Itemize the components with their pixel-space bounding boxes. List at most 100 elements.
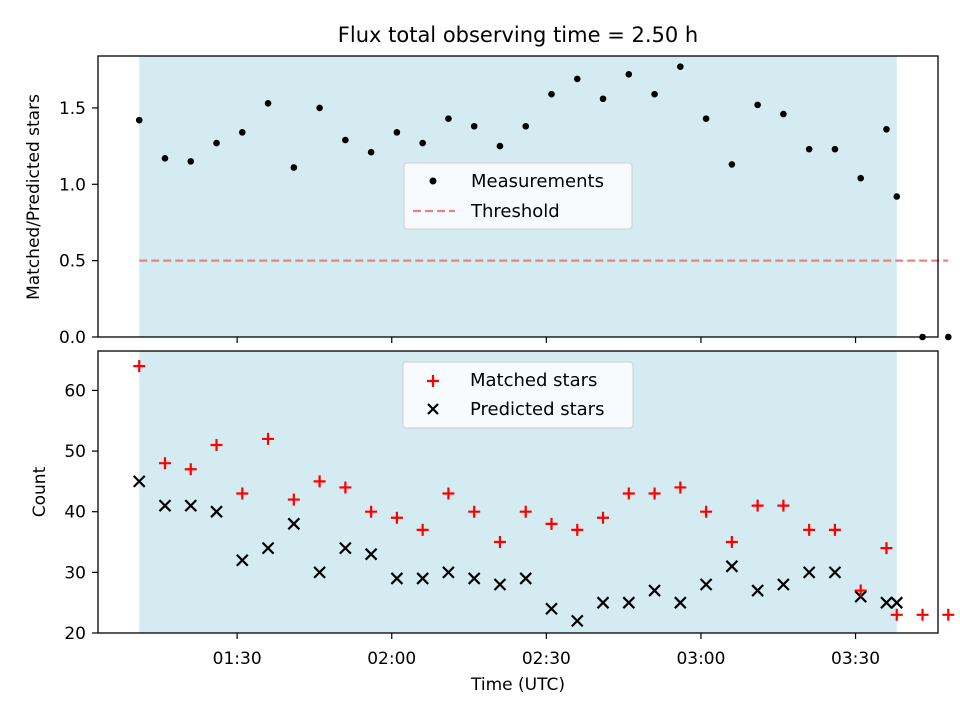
predicted-point (493, 578, 507, 591)
predicted-point (390, 572, 404, 585)
count-ytick-label: 30 (64, 563, 86, 583)
measurement-point (754, 101, 761, 109)
measurement-point (573, 75, 581, 83)
count-y-axis-label: Count (30, 466, 50, 517)
legend-predicted-label: Predicted stars (470, 399, 604, 420)
predicted-point (132, 475, 146, 488)
measurement-point (264, 100, 272, 107)
predicted-point (674, 596, 687, 609)
measurement-point (496, 142, 504, 150)
predicted-point (416, 572, 429, 585)
matched-point (545, 517, 558, 530)
legend-measurements-marker (429, 177, 437, 185)
legend-matched-label: Matched stars (470, 370, 597, 391)
count-panel: 20 30 40 50 60 01:30 02:00 02:30 03:00 03:30 Cou… (30, 350, 955, 695)
matched-point (262, 432, 275, 445)
matched-point (287, 493, 300, 506)
predicted-point (339, 541, 352, 555)
measurement-point (238, 129, 246, 136)
predicted-point (648, 584, 661, 597)
ratio-ytick-label: 0.0 (59, 328, 86, 348)
ratio-marks (135, 63, 952, 341)
predicted-point (236, 553, 249, 567)
measurement-point (805, 145, 813, 153)
matched-point (777, 499, 790, 512)
matched-point (751, 499, 764, 512)
matched-point (313, 475, 326, 488)
predicted-point (890, 596, 904, 609)
measurement-point (548, 90, 555, 98)
count-xtick-label: 02:30 (522, 649, 571, 669)
matched-point (339, 481, 352, 494)
predicted-point (777, 578, 790, 591)
measurement-point (651, 90, 658, 98)
count-ytick-label: 60 (64, 381, 86, 401)
ratio-legend: Measurements Threshold (403, 162, 633, 230)
predicted-point (802, 566, 816, 579)
predicted-point (287, 517, 301, 531)
count-ytick-label: 50 (64, 442, 86, 462)
legend-matched-marker (427, 375, 439, 387)
predicted-point (313, 566, 326, 579)
measurement-point (419, 139, 426, 147)
count-axes-frame (97, 350, 939, 634)
measurement-point (213, 139, 220, 147)
predicted-point (699, 578, 713, 591)
matched-point (468, 505, 481, 518)
predicted-point (751, 584, 764, 597)
measurement-point (290, 164, 298, 171)
matched-point (803, 523, 816, 536)
ratio-ytick-label: 1.5 (59, 99, 86, 119)
ratio-ytick-label: 1.0 (59, 175, 86, 195)
matched-point (828, 523, 841, 536)
predicted-point (210, 505, 223, 518)
ratio-panel: 0.0 0.5 1.0 1.5 Matched/Predicted stars Mea… (24, 55, 952, 348)
x-axis-label: Time (UTC) (470, 675, 565, 695)
count-ytick-label: 20 (64, 624, 86, 644)
legend-measurements-label: Measurements (471, 171, 604, 192)
measurement-point (945, 333, 952, 341)
ratio-y-axis-label: Matched/Predicted stars (24, 94, 44, 300)
measurement-point (470, 122, 478, 130)
matched-point (184, 463, 197, 476)
measurement-point (625, 71, 633, 78)
ratio-legend-box (403, 162, 633, 230)
legend-predicted-marker (427, 403, 439, 415)
measurement-point (393, 129, 401, 136)
measurement-point (522, 122, 530, 130)
count-y-ticks: 20 30 40 50 60 (64, 381, 98, 644)
ratio-ytick-label: 0.5 (59, 252, 86, 272)
matched-point (622, 487, 635, 500)
count-legend-box (402, 361, 634, 429)
count-ytick-label: 40 (64, 503, 86, 523)
measurement-point (367, 148, 375, 156)
matched-point (416, 523, 429, 536)
ratio-axes-frame (97, 55, 939, 338)
measurement-point (135, 116, 143, 124)
measurement-point (780, 110, 787, 118)
count-xtick-label: 02:00 (367, 649, 416, 669)
measurement-point (187, 158, 195, 165)
matched-point (571, 523, 584, 536)
matched-point (365, 505, 378, 518)
count-xtick-label: 03:30 (831, 649, 880, 669)
chart-title: Flux total observing time = 2.50 h (338, 23, 698, 47)
legend-threshold-label: Threshold (470, 201, 560, 222)
measurement-point (728, 161, 736, 168)
matched-point (597, 511, 610, 524)
predicted-point (467, 572, 481, 585)
matched-point (442, 487, 455, 500)
predicted-point (880, 596, 893, 609)
measurement-point (883, 126, 890, 133)
predicted-point (261, 541, 275, 555)
measurement-point (857, 174, 864, 182)
predicted-point (545, 602, 558, 616)
predicted-point (442, 566, 455, 579)
measurement-point (893, 193, 901, 200)
predicted-point (622, 596, 636, 609)
matched-point (725, 536, 738, 549)
predicted-point (725, 560, 739, 573)
matched-point (674, 481, 687, 494)
predicted-point (158, 499, 172, 512)
